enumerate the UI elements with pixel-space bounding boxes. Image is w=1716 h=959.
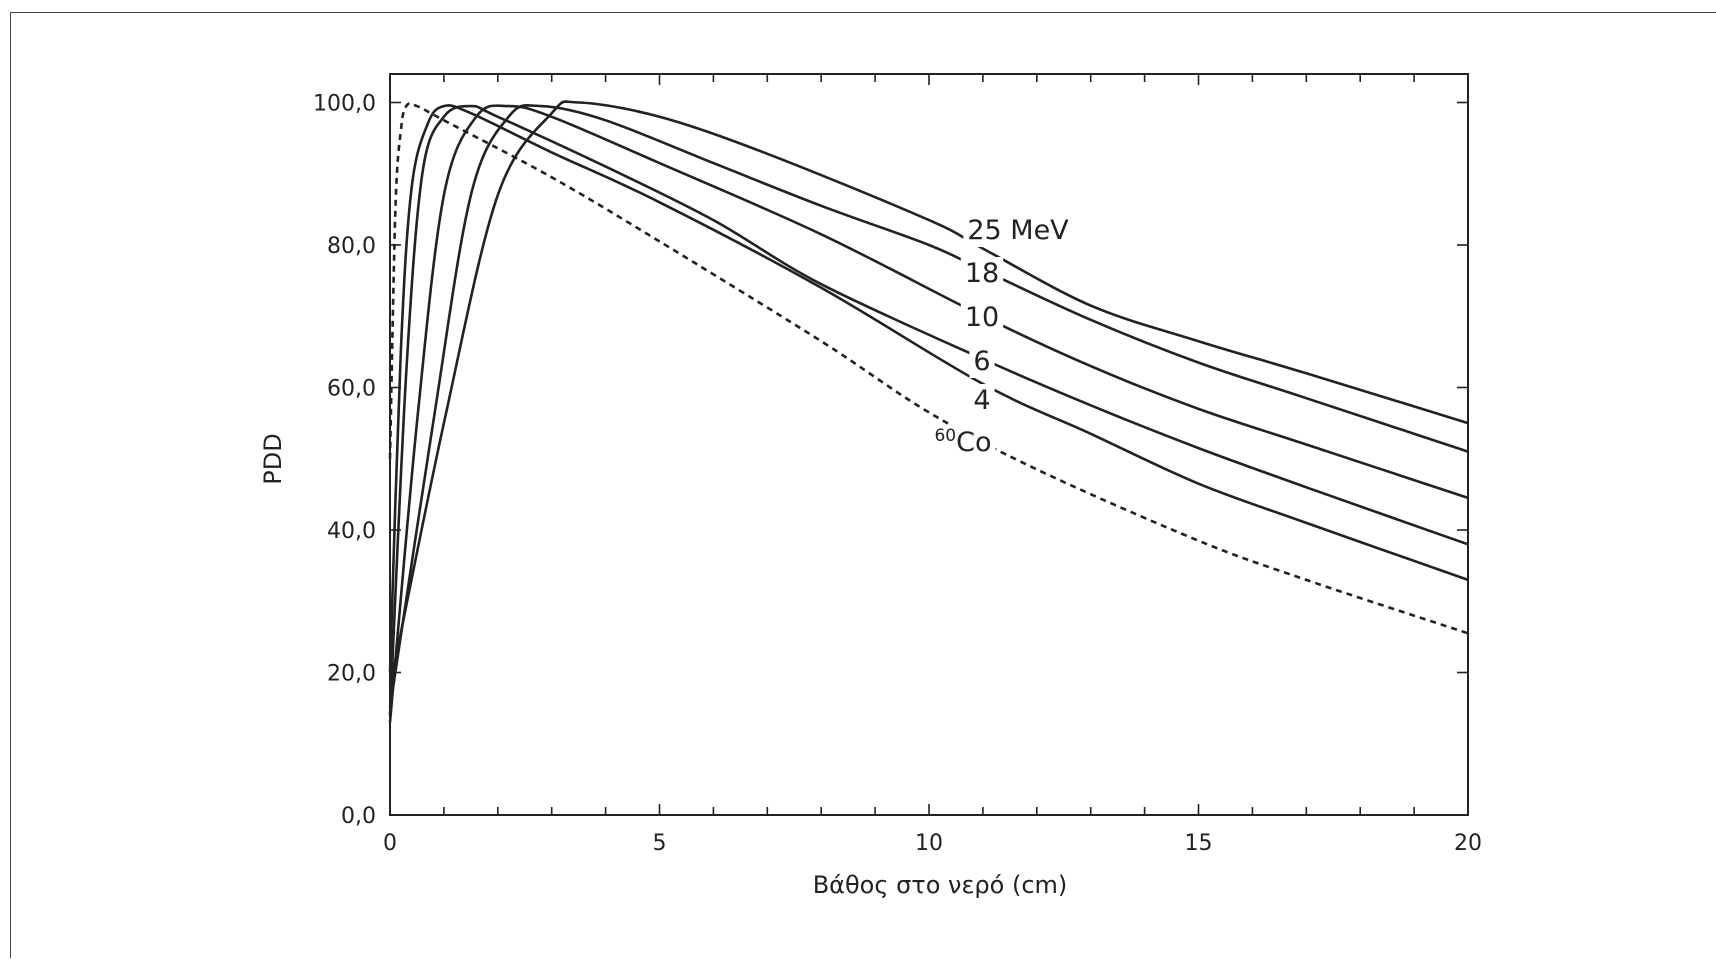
x-tick-label: 20: [1454, 831, 1482, 856]
series-label: 6: [973, 346, 990, 377]
series-label-group: 4: [969, 384, 994, 417]
x-tick-label: 0: [383, 831, 397, 856]
y-tick-label: 60,0: [327, 377, 376, 402]
series-line: [390, 106, 1468, 723]
x-tick-label: 10: [915, 831, 943, 856]
series-line: [390, 106, 1468, 715]
series-label-group: 18: [961, 257, 1003, 290]
labels-layer: 25 MeV 18 10 6 4 60Co: [930, 214, 1073, 459]
y-tick-label: 0,0: [341, 804, 376, 829]
series-line: [390, 104, 1468, 634]
y-tick-label: 40,0: [327, 519, 376, 544]
series-label: 18: [965, 258, 999, 289]
series-label: 10: [965, 302, 999, 333]
axes-layer: 0 5 10 15 20 0,0 20,0 40,0 60,0 80,0 100,0: [313, 74, 1482, 856]
y-tick-label: 100,0: [313, 92, 376, 117]
series-label-group: 10: [961, 301, 1003, 334]
y-tick-label: 80,0: [327, 234, 376, 259]
series-label-group: 25 MeV: [963, 214, 1073, 247]
y-axis-title: PDD: [259, 433, 287, 484]
curves-layer: [390, 102, 1468, 723]
series-line: [390, 102, 1468, 687]
series-label-group: 6: [969, 345, 994, 378]
series-label-group: 60Co: [930, 425, 995, 459]
x-axis-title: Βάθος στο νερό (cm): [813, 871, 1068, 899]
series-label: 4: [973, 385, 990, 416]
series-label: 25 MeV: [967, 215, 1069, 246]
x-tick-label: 5: [653, 831, 667, 856]
series-line: [390, 105, 1468, 708]
series-line: [390, 105, 1468, 672]
x-tick-label: 15: [1185, 831, 1213, 856]
y-tick-label: 20,0: [327, 662, 376, 687]
